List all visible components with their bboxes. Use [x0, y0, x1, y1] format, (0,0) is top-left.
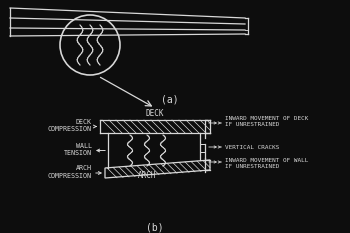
Text: WALL
TENSION: WALL TENSION	[64, 143, 92, 156]
Text: (a): (a)	[161, 95, 179, 105]
Text: ARCH
COMPRESSION: ARCH COMPRESSION	[48, 165, 92, 178]
Text: VERTICAL CRACKS: VERTICAL CRACKS	[225, 145, 279, 150]
Text: (b): (b)	[146, 222, 164, 232]
Text: INWARD MOVEMENT OF WALL
IF UNRESTRAINED: INWARD MOVEMENT OF WALL IF UNRESTRAINED	[225, 158, 308, 169]
Text: ARCH: ARCH	[138, 171, 157, 179]
Text: DECK: DECK	[146, 109, 164, 118]
Text: DECK
COMPRESSION: DECK COMPRESSION	[48, 119, 92, 132]
Text: INWARD MOVEMENT OF DECK
IF UNRESTRAINED: INWARD MOVEMENT OF DECK IF UNRESTRAINED	[225, 116, 308, 127]
